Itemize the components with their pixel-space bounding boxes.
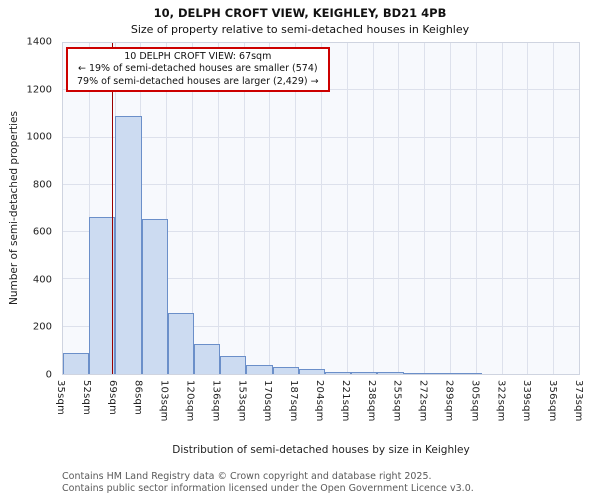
bar [272,366,299,374]
x-tick-label: 238sqm [365,380,377,422]
bar [377,371,404,374]
gridline-vertical [501,43,503,374]
plot-area [62,42,580,375]
bar [194,344,221,374]
y-ticks: 0 200 400 600 800 1000 1200 1400 [0,37,58,381]
gridline-vertical [424,43,426,374]
x-tick-label: 52sqm [80,380,92,416]
bar [141,219,168,374]
bar [403,372,430,374]
bar [220,356,247,374]
x-tick-label: 35sqm [55,380,66,416]
x-tick-label: 272sqm [417,380,429,422]
gridline-vertical [450,43,451,374]
gridline-vertical [217,43,219,374]
x-tick-label: 339sqm [521,380,533,422]
x-ticks: 35sqm 52sqm 69sqm 86sqm 103sqm 120sqm 136sqm 15… [55,376,584,438]
y-tick-label: 1400 [26,36,52,48]
y-tick-label: 400 [32,274,52,286]
bar [456,373,483,374]
x-tick-label: 120sqm [184,380,196,422]
chart-subtitle: Size of property relative to semi-detach… [130,23,470,36]
bar [298,369,326,374]
x-tick-label: 136sqm [210,380,222,422]
gridline-vertical [114,43,116,374]
gridline-vertical [398,43,400,374]
x-tick-label: 86sqm [132,380,144,416]
annotation-line3: 79% of semi-detached houses are larger (… [77,75,319,87]
gridline-vertical [553,43,555,374]
gridline-vertical [527,43,529,374]
y-tick-label: 600 [32,226,52,238]
x-tick-label: 356sqm [547,380,559,422]
annotation-line1: 10 DELPH CROFT VIEW: 67sqm [124,51,272,62]
y-tick-label: 200 [32,321,52,333]
gridline-vertical [88,43,90,374]
x-tick-label: 373sqm [573,380,584,422]
x-tick-label: 170sqm [262,380,274,422]
bar [89,216,116,374]
annotation-box: 10 DELPH CROFT VIEW: 67sqm ← 19% of semi… [66,47,330,93]
gridline-vertical [372,43,374,374]
x-tick-label: 69sqm [106,380,118,416]
bar [63,352,90,374]
gridline-vertical [269,43,271,374]
bar-series [63,43,579,374]
x-tick-label: 103sqm [158,380,170,422]
y-tick-label: 800 [32,179,52,191]
gridline-vertical [295,43,297,374]
property-marker-line [111,43,113,374]
gridline-vertical [243,43,245,374]
x-tick-label: 204sqm [314,380,325,422]
gridline-vertical [346,43,348,374]
bar [246,364,273,374]
bar [351,372,378,374]
x-tick-label: 255sqm [391,380,403,422]
gridline-vertical [321,43,322,374]
y-tick-label: 1000 [26,131,52,143]
bar [429,373,457,374]
x-tick-label: 153sqm [236,380,248,422]
x-tick-label: 221sqm [339,380,351,422]
gridline-vertical [475,43,477,374]
footer-attribution: Contains HM Land Registry data © Crown c… [62,471,474,495]
bar [115,116,142,374]
x-axis-label: Distribution of semi-detached houses by … [172,444,470,456]
y-tick-label: 1200 [26,84,52,96]
gridline-vertical [192,43,193,374]
annotation-line2: ← 19% of semi-detached houses are smalle… [77,63,318,75]
footer-line2: Contains public sector information licen… [62,482,474,494]
x-tick-label: 187sqm [288,380,300,422]
x-tick-label: 305sqm [469,380,481,422]
footer-line1: Contains HM Land Registry data © Crown c… [62,471,432,482]
x-tick-label: 289sqm [443,380,455,422]
bar [325,371,352,374]
y-tick-label: 0 [45,369,52,381]
gridline-vertical [166,43,168,374]
x-tick-label: 322sqm [495,380,507,422]
bar [167,312,195,374]
chart-title: 10, DELPH CROFT VIEW, KEIGHLEY, BD21 4PB [153,6,447,20]
